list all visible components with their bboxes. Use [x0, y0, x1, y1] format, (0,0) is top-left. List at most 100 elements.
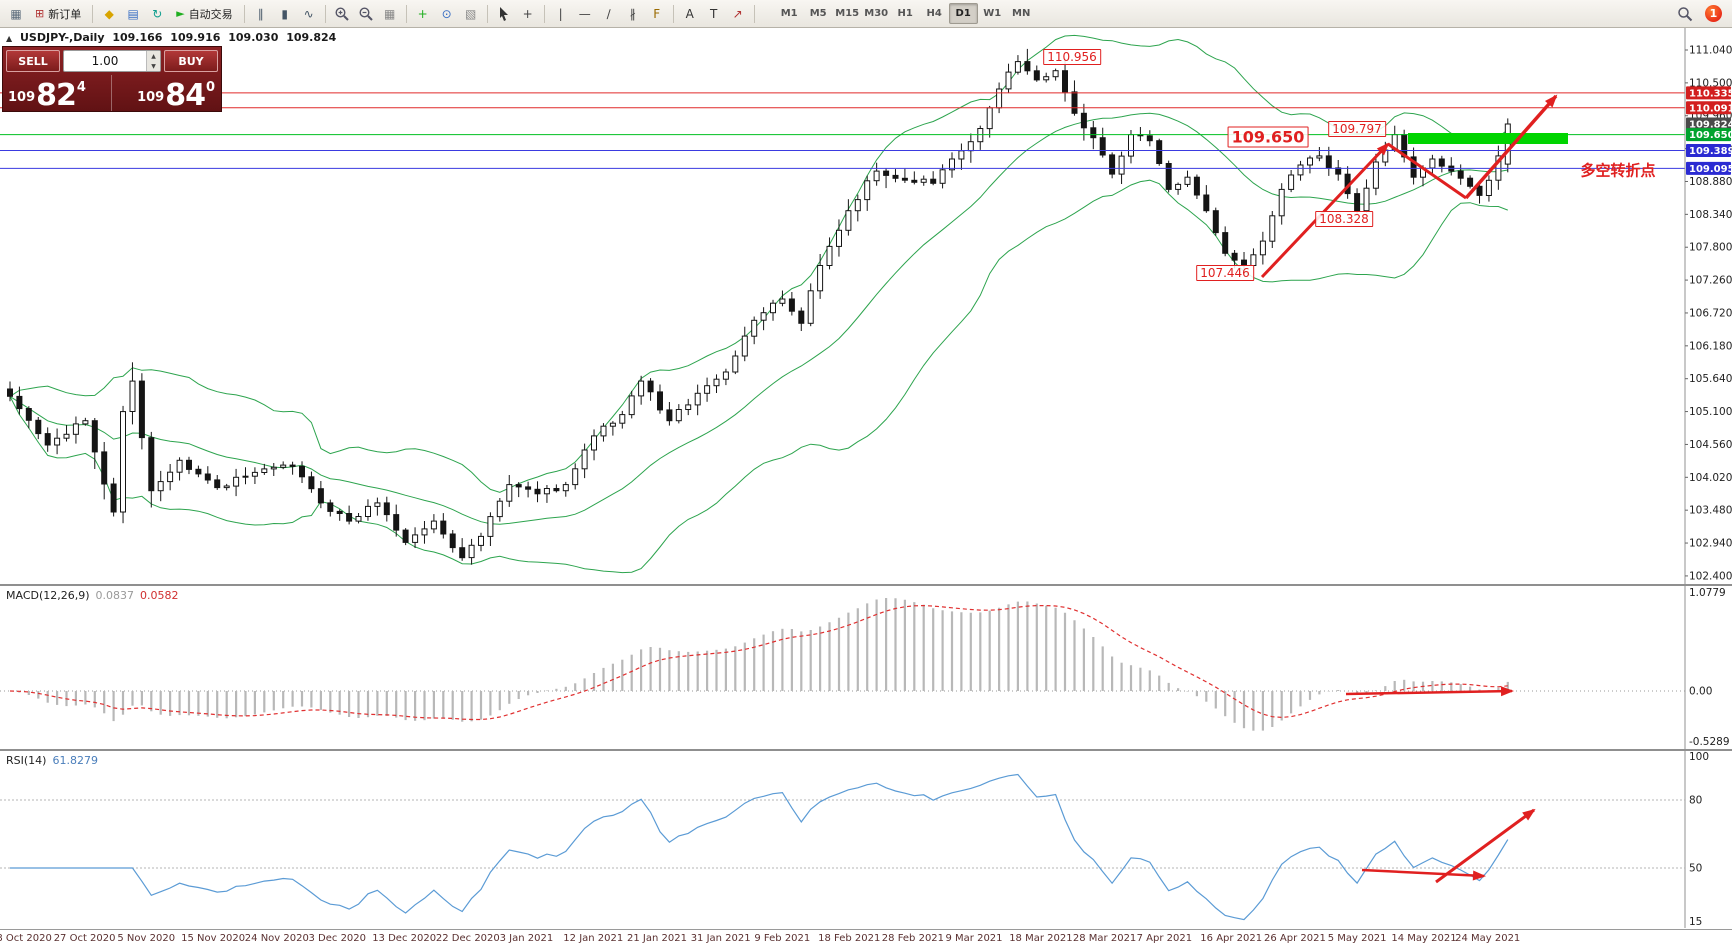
- pane-separator-rsi[interactable]: [0, 749, 1732, 751]
- candle: [864, 180, 871, 201]
- price-tick-label: 104.560: [1689, 439, 1732, 451]
- notification-badge[interactable]: 1: [1705, 5, 1722, 22]
- trend-arrow[interactable]: [1464, 94, 1558, 200]
- templates-icon[interactable]: ▧: [465, 6, 477, 21]
- macd-pane[interactable]: [0, 598, 1685, 731]
- vertical-line-icon[interactable]: |: [558, 6, 563, 21]
- label-icon[interactable]: T: [710, 6, 718, 21]
- pane-separator-macd[interactable]: [0, 584, 1732, 586]
- timeframe-h4[interactable]: H4: [926, 8, 942, 19]
- timeframe-h1[interactable]: H1: [897, 8, 913, 19]
- candle: [1062, 70, 1068, 93]
- timeframe-m15[interactable]: M15: [835, 8, 860, 19]
- candle: [713, 378, 720, 387]
- candle: [581, 449, 588, 470]
- autotrading-button-label: 自动交易: [188, 7, 233, 21]
- timeframe-d1[interactable]: D1: [948, 3, 978, 24]
- timeframe-mn[interactable]: MN: [1012, 8, 1031, 19]
- date-label: 31 Jan 2021: [691, 933, 751, 944]
- timeframe-m1[interactable]: M1: [780, 8, 798, 19]
- chart-window-icon[interactable]: ▦: [10, 6, 22, 21]
- candle: [327, 502, 334, 512]
- rsi-pane[interactable]: [0, 773, 1685, 921]
- periods-icon[interactable]: ⊙: [441, 6, 452, 21]
- candle: [694, 392, 701, 406]
- timeframe-m30[interactable]: M30: [864, 8, 889, 19]
- candle: [1071, 91, 1078, 114]
- volume-value[interactable]: 1.00: [91, 54, 119, 68]
- trend-arrow[interactable]: [1260, 142, 1390, 279]
- candle: [1175, 183, 1182, 190]
- rsi-label: RSI(14) 61.8279: [6, 754, 98, 767]
- date-label: 9 Feb 2021: [754, 933, 810, 944]
- candle: [251, 471, 258, 477]
- fibonacci-icon[interactable]: F: [653, 6, 661, 21]
- tile-windows-icon[interactable]: ▦: [384, 6, 396, 21]
- candle: [1429, 158, 1436, 169]
- market-watch-icon[interactable]: ◆: [104, 6, 114, 21]
- buy-price[interactable]: 109 84 0: [112, 75, 221, 111]
- candle: [129, 380, 136, 413]
- bar-chart-icon[interactable]: ∥: [257, 6, 264, 21]
- timeframe-w1[interactable]: W1: [983, 8, 1002, 19]
- toolbar-separator: [672, 4, 674, 23]
- toolbar-right: 1: [1673, 3, 1728, 25]
- volume-down-button[interactable]: ▼: [147, 61, 160, 71]
- candle: [223, 485, 230, 489]
- search-icon[interactable]: [1673, 3, 1697, 25]
- trend-arrow[interactable]: [1435, 808, 1536, 884]
- autotrading-button[interactable]: ► 自动交易: [169, 3, 239, 25]
- zoom-out-icon[interactable]: [354, 3, 378, 25]
- bollinger-upper-line: [9, 34, 1509, 493]
- line-chart-icon[interactable]: ∿: [303, 6, 314, 21]
- trend-arrow[interactable]: [1387, 142, 1467, 200]
- horizontal-line-icon[interactable]: —: [578, 6, 591, 21]
- candle: [591, 435, 597, 451]
- candle: [430, 520, 437, 530]
- sell-price-prefix: 109: [8, 90, 36, 105]
- candle: [1485, 179, 1492, 197]
- timeframe-m5[interactable]: M5: [809, 8, 827, 19]
- volume-up-button[interactable]: ▲: [147, 51, 160, 61]
- indicators-icon[interactable]: +: [417, 6, 428, 21]
- cursor-icon[interactable]: [492, 3, 516, 25]
- candle: [308, 476, 315, 490]
- trend-arrow[interactable]: [1345, 686, 1514, 697]
- sell-price[interactable]: 109 82 4: [3, 75, 112, 111]
- collapse-marker-icon[interactable]: ▲: [6, 34, 13, 43]
- candle: [35, 419, 42, 435]
- candlestick-chart-icon[interactable]: ▮: [281, 6, 288, 21]
- main-price-pane[interactable]: [7, 34, 1511, 574]
- candle: [459, 547, 466, 559]
- new-order-button[interactable]: ⊞ 新订单: [28, 3, 88, 25]
- toolbar-separator: [753, 4, 755, 23]
- navigator-icon[interactable]: ▤: [127, 6, 139, 21]
- buy-price-pip: 0: [205, 80, 215, 95]
- arrows-icon[interactable]: ↗: [732, 6, 743, 21]
- candle: [675, 409, 682, 422]
- crosshair-icon[interactable]: +: [522, 6, 533, 21]
- candle: [638, 380, 645, 397]
- candle: [600, 425, 607, 437]
- trendline-icon[interactable]: ∕: [606, 6, 611, 21]
- candle: [299, 465, 305, 478]
- refresh-icon[interactable]: ↻: [152, 6, 163, 21]
- channel-icon[interactable]: ∦: [629, 6, 636, 21]
- candle: [402, 529, 409, 543]
- highlight-bar[interactable]: [1408, 133, 1568, 144]
- buy-button[interactable]: BUY: [164, 50, 218, 72]
- zoom-in-icon[interactable]: [330, 3, 354, 25]
- new-order-button-label: 新订单: [48, 7, 82, 21]
- macd-signal-line: [9, 604, 1508, 721]
- price-tick-label: 108.340: [1689, 209, 1732, 221]
- sell-button[interactable]: SELL: [6, 50, 60, 72]
- date-label: 9 Mar 2021: [946, 933, 1003, 944]
- rsi-axis-label: 80: [1689, 794, 1702, 806]
- candle: [1259, 240, 1266, 256]
- candle: [722, 371, 729, 380]
- trend-arrow[interactable]: [1361, 868, 1486, 881]
- text-icon[interactable]: A: [685, 6, 694, 21]
- candle: [1231, 252, 1238, 261]
- volume-field[interactable]: 1.00 ▲ ▼: [63, 50, 161, 72]
